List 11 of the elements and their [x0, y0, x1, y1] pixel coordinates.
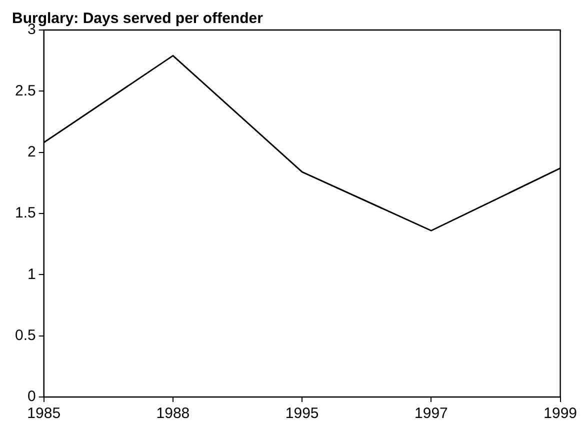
y-tick-label: 0.5 — [14, 326, 36, 344]
y-tick-label: 0 — [28, 388, 36, 406]
y-tick-label: 2 — [28, 143, 36, 160]
y-tick-label: 1 — [28, 266, 36, 283]
y-tick-label: 2.5 — [14, 82, 36, 100]
y-tick-label: 1.5 — [14, 204, 36, 222]
x-tick-label: 1999 — [544, 405, 578, 422]
x-tick-label: 1995 — [285, 405, 319, 422]
x-tick-label: 1997 — [414, 405, 448, 422]
x-tick-label: 1985 — [27, 405, 61, 422]
x-tick-label: 1988 — [156, 405, 190, 422]
